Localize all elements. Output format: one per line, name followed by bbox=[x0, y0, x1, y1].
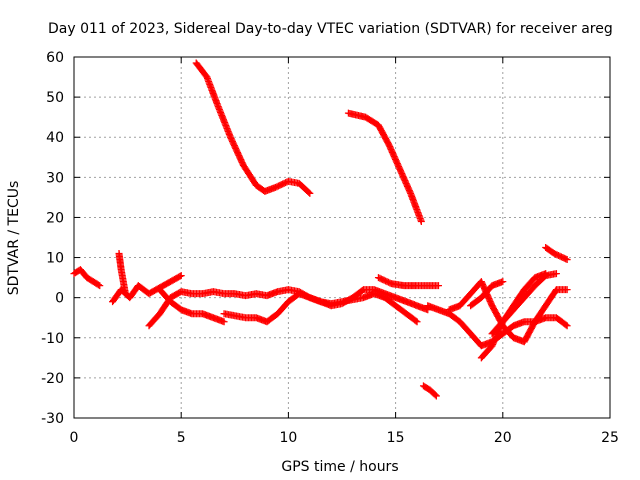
y-axis-label: SDTVAR / TECUs bbox=[6, 181, 22, 296]
data-point bbox=[434, 282, 442, 290]
series-arc-3 bbox=[70, 266, 104, 290]
series-arc-9 bbox=[424, 302, 571, 350]
data-point bbox=[121, 290, 129, 298]
y-tick-label: 20 bbox=[46, 210, 64, 226]
x-tick-label: 5 bbox=[177, 430, 186, 446]
y-tick-label: 60 bbox=[46, 50, 64, 66]
series-arc-14 bbox=[542, 244, 571, 264]
data-point bbox=[562, 255, 570, 263]
data-point bbox=[177, 272, 185, 280]
y-tick-label: -20 bbox=[41, 371, 64, 387]
y-tick-label: 40 bbox=[46, 130, 64, 146]
data-series bbox=[70, 59, 571, 400]
series-arc-6 bbox=[156, 286, 228, 326]
series-arc-1 bbox=[192, 59, 314, 197]
plot-frame bbox=[73, 56, 611, 419]
data-point bbox=[562, 321, 570, 329]
data-point bbox=[305, 188, 313, 196]
data-point bbox=[306, 189, 314, 197]
y-tick-label: 50 bbox=[46, 90, 64, 106]
series-arc-7 bbox=[220, 290, 421, 326]
data-point bbox=[220, 318, 228, 326]
data-point bbox=[552, 270, 560, 278]
data-point bbox=[96, 282, 104, 290]
x-axis-label: GPS time / hours bbox=[281, 459, 398, 475]
y-tick-label: 30 bbox=[46, 170, 64, 186]
x-tick-label: 10 bbox=[279, 430, 297, 446]
series-arc-10 bbox=[445, 278, 571, 346]
data-point bbox=[94, 281, 102, 289]
y-tick-label: -30 bbox=[41, 411, 64, 427]
data-point bbox=[176, 272, 184, 280]
x-tick-label: 0 bbox=[70, 430, 79, 446]
series-arc-16 bbox=[115, 250, 129, 298]
data-point bbox=[499, 278, 507, 286]
data-point bbox=[563, 286, 571, 294]
y-tick-label: 10 bbox=[46, 251, 64, 267]
series-arc-4 bbox=[109, 272, 185, 306]
series-arc-13 bbox=[467, 278, 507, 310]
data-point bbox=[412, 317, 420, 325]
data-point bbox=[432, 392, 440, 400]
chart-title: Day 011 of 2023, Sidereal Day-to-day VTE… bbox=[48, 21, 613, 37]
data-point bbox=[431, 391, 439, 399]
y-tick-label: -10 bbox=[41, 331, 64, 347]
series-arc-12 bbox=[488, 270, 560, 338]
series-arc-8 bbox=[374, 274, 442, 290]
series-arc-2 bbox=[344, 109, 425, 225]
data-point bbox=[563, 322, 571, 330]
data-point bbox=[563, 256, 571, 264]
axes bbox=[73, 56, 611, 419]
x-tick-label: 15 bbox=[387, 430, 405, 446]
tick-labels: -30 -20 -10 0 10 20 30 40 50 60 0 5 10 15 20 25 bbox=[41, 50, 619, 446]
x-tick-label: 25 bbox=[601, 430, 619, 446]
grid-lines bbox=[74, 57, 610, 418]
y-tick-label: 0 bbox=[55, 291, 64, 307]
series-arc-15 bbox=[419, 382, 440, 400]
data-point bbox=[417, 217, 425, 225]
x-tick-label: 20 bbox=[494, 430, 512, 446]
data-point bbox=[413, 318, 421, 326]
